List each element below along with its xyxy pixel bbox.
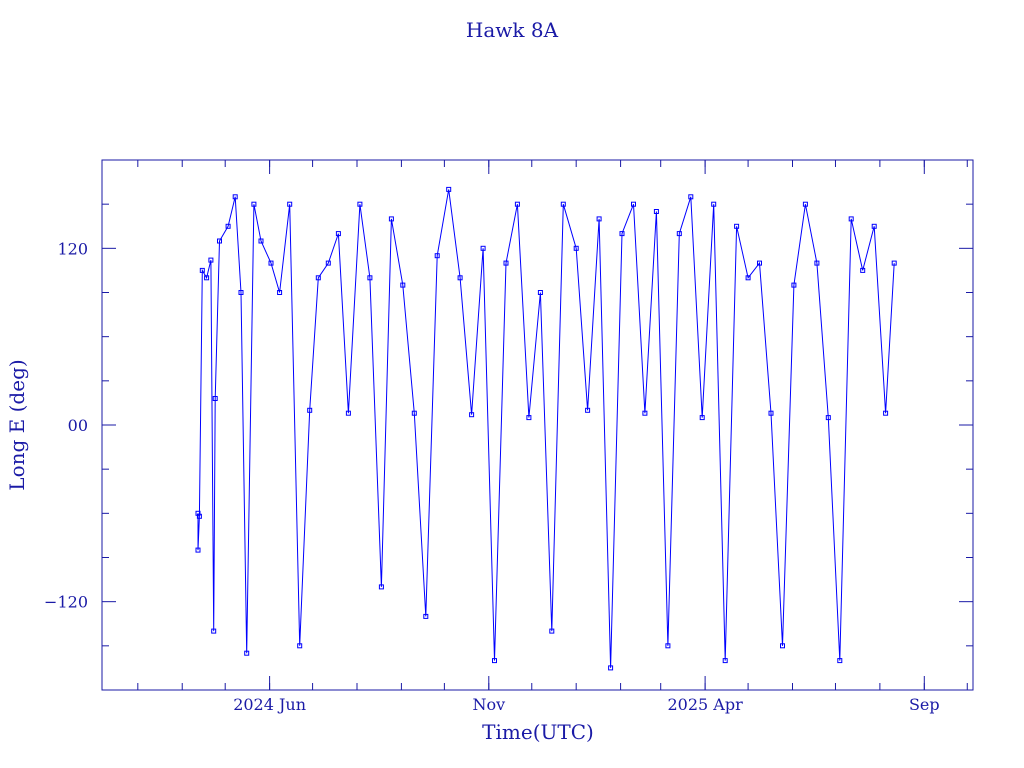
data-point: [560, 201, 566, 207]
data-point: [791, 282, 797, 288]
minor-ticks: [102, 160, 973, 690]
data-point: [596, 216, 602, 222]
data-point: [699, 415, 705, 421]
data-point: [204, 275, 210, 281]
data-point: [357, 201, 363, 207]
data-point: [619, 231, 625, 237]
data-point: [195, 547, 201, 553]
data-point: [367, 275, 373, 281]
x-tick-label: 2024 Jun: [233, 695, 306, 714]
data-point: [434, 253, 440, 259]
data-point: [423, 613, 429, 619]
x-tick-label: Nov: [472, 695, 505, 714]
y-tick-label: 00: [68, 416, 88, 435]
data-point: [780, 643, 785, 649]
data-point: [642, 410, 648, 416]
data-series: [195, 186, 897, 671]
x-axis-label: Time(UTC): [482, 720, 594, 744]
data-point: [768, 410, 774, 416]
data-point: [225, 223, 231, 229]
data-point: [871, 223, 877, 229]
data-point: [492, 658, 497, 664]
data-point: [860, 267, 866, 273]
data-point: [211, 628, 217, 634]
plot-frame: [101, 159, 974, 691]
data-point: [480, 245, 486, 251]
data-point: [335, 231, 341, 237]
data-point: [446, 186, 452, 192]
data-point: [196, 513, 202, 519]
x-axis-ticks: 2024 Jun Nov 2025 Apr Sep: [233, 160, 940, 714]
data-point: [537, 290, 543, 295]
data-point: [653, 209, 659, 214]
data-point: [217, 238, 222, 244]
y-axis-label: Long E (deg): [5, 359, 29, 490]
data-point: [722, 658, 728, 664]
data-point: [802, 201, 808, 207]
chart-title: Hawk 8A: [466, 18, 559, 42]
data-point: [676, 231, 682, 237]
data-point: [232, 194, 238, 200]
data-point: [244, 650, 250, 656]
data-point: [585, 407, 591, 413]
data-point: [665, 643, 671, 649]
data-point: [199, 267, 205, 273]
data-point: [195, 510, 201, 516]
data-point: [891, 260, 897, 266]
plot-area: 2024 Jun Nov 2025 Apr Sep 120 00 −120: [44, 159, 974, 714]
data-point: [258, 238, 264, 244]
y-axis-ticks: 120 00 −120: [44, 239, 973, 612]
data-point: [238, 290, 244, 295]
data-point: [745, 275, 751, 281]
data-point: [573, 245, 579, 251]
data-point: [814, 260, 820, 266]
data-point: [526, 415, 532, 421]
data-point: [251, 201, 257, 207]
data-point: [345, 410, 351, 416]
data-point: [688, 194, 694, 200]
series-line: [197, 189, 895, 668]
data-point: [268, 260, 274, 266]
data-point: [277, 290, 283, 295]
data-point: [757, 260, 762, 266]
data-point: [848, 216, 854, 222]
data-point: [608, 665, 614, 671]
data-point: [503, 260, 509, 266]
data-point: [411, 410, 417, 416]
data-point: [378, 584, 384, 590]
data-point: [315, 275, 321, 281]
data-point: [400, 282, 406, 288]
x-tick-label: Sep: [909, 695, 940, 714]
data-point: [388, 216, 394, 222]
data-point: [711, 201, 717, 207]
data-point: [631, 201, 636, 207]
data-point: [325, 260, 331, 266]
data-point: [457, 275, 463, 281]
data-point: [514, 201, 520, 207]
y-tick-label: −120: [44, 593, 88, 612]
data-point: [837, 658, 843, 664]
x-tick-label: 2025 Apr: [667, 695, 743, 714]
data-point: [297, 643, 303, 649]
data-point: [469, 412, 475, 418]
y-tick-label: 120: [57, 239, 88, 258]
data-point: [208, 257, 214, 263]
data-point: [307, 407, 313, 413]
data-point: [549, 628, 555, 634]
data-point: [883, 410, 889, 416]
data-point: [287, 201, 293, 207]
data-point: [825, 415, 831, 421]
data-point: [212, 396, 218, 401]
data-point: [734, 223, 740, 229]
